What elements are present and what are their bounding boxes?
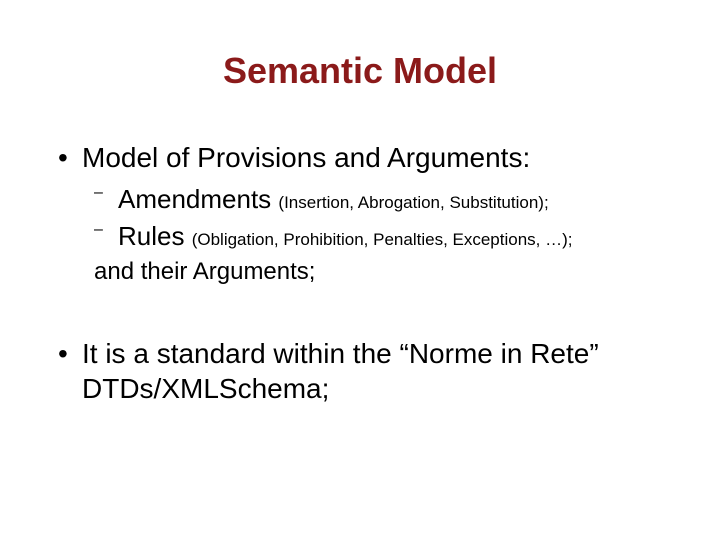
bullet-standard: It is a standard within the “Norme in Re… (50, 336, 670, 406)
slide-title: Semantic Model (50, 50, 670, 92)
bullet-rules-main: Rules (118, 221, 192, 251)
bullet-rules: Rules (Obligation, Prohibition, Penaltie… (50, 221, 670, 252)
bullet-rules-detail: (Obligation, Prohibition, Penalties, Exc… (192, 230, 573, 249)
bullet-amendments-detail: (Insertion, Abrogation, Substitution); (278, 193, 548, 212)
bullet-list: Model of Provisions and Arguments: Amend… (50, 142, 670, 406)
bullet-provisions: Model of Provisions and Arguments: (50, 142, 670, 174)
bullet-arguments-cont: and their Arguments; (50, 258, 670, 286)
bullet-amendments: Amendments (Insertion, Abrogation, Subst… (50, 184, 670, 215)
slide: Semantic Model Model of Provisions and A… (0, 0, 720, 540)
bullet-amendments-main: Amendments (118, 184, 278, 214)
spacer (50, 296, 670, 336)
